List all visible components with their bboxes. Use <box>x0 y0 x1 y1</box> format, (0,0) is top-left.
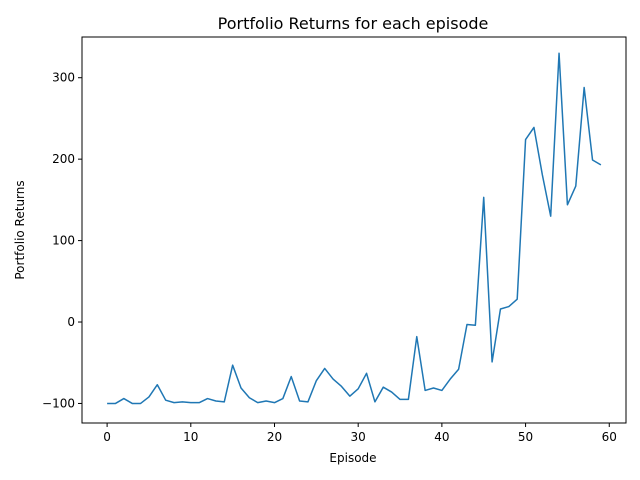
x-axis: 0 10 20 30 40 50 60 <box>103 423 617 444</box>
x-tick-label: 30 <box>351 430 366 444</box>
y-tick-label: 300 <box>52 71 75 85</box>
x-tick-label: 60 <box>602 430 617 444</box>
x-tick-label: 50 <box>518 430 533 444</box>
chart-title: Portfolio Returns for each episode <box>218 14 489 33</box>
y-tick-label: −100 <box>42 396 75 410</box>
y-tick-label: 0 <box>67 315 75 329</box>
y-tick-label: 200 <box>52 152 75 166</box>
series-line <box>107 52 602 405</box>
x-tick-label: 40 <box>434 430 449 444</box>
y-axis-label: Portfolio Returns <box>13 180 27 279</box>
y-axis: −100 0 100 200 300 <box>42 71 82 410</box>
x-tick-label: 20 <box>267 430 282 444</box>
plot-area <box>81 36 627 424</box>
x-axis-label: Episode <box>329 451 376 465</box>
x-tick-label: 10 <box>183 430 198 444</box>
y-tick-label: 100 <box>52 234 75 248</box>
x-tick-label: 0 <box>103 430 111 444</box>
